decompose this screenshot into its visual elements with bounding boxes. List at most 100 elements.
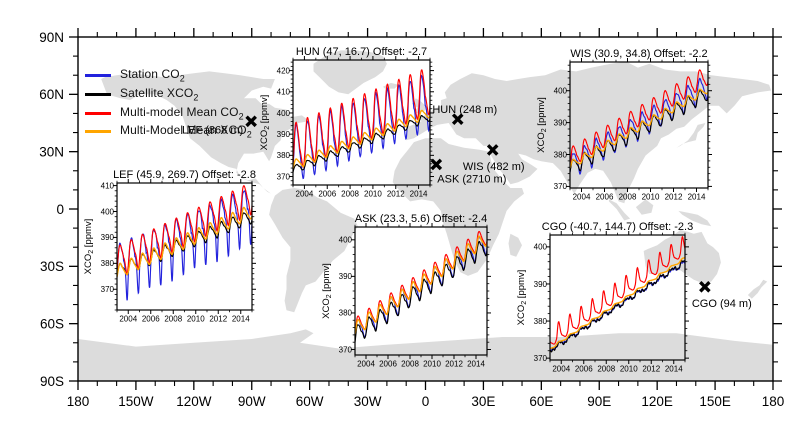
WIS-xtick-label: 2008 xyxy=(619,193,637,202)
CGO-xtick-label: 2004 xyxy=(552,365,570,374)
ASK-xtick-label: 2006 xyxy=(379,360,397,369)
CGO-xtick-label: 2014 xyxy=(665,365,683,374)
map-lat-label: 90S xyxy=(40,374,64,389)
LEF-series-model-xco2 xyxy=(117,206,252,278)
map-lon-label: 120W xyxy=(176,394,212,409)
ASK-ytick-label: 400 xyxy=(339,236,353,245)
map-lon-label: 90W xyxy=(238,394,266,409)
map-lat-label: 90N xyxy=(39,30,64,45)
CGO-series-satellite-xco2 xyxy=(550,259,685,353)
station-x-icon xyxy=(486,144,499,156)
CGO-ytick-label: 390 xyxy=(534,280,548,289)
legend-label: Station CO2 xyxy=(120,66,185,84)
model-xco2-line-swatch xyxy=(85,129,111,133)
HUN-xtick-label: 2004 xyxy=(296,190,314,199)
HUN-xtick-label: 2006 xyxy=(318,190,336,199)
HUN-series-model-xco2 xyxy=(293,109,430,169)
inset-WIS: 370 380 390 400 2004 2006 2008 2010 2012 2014 WIS … xyxy=(536,48,712,202)
legend-label: Satellite XCO2 xyxy=(120,85,199,103)
ASK-ytick-label: 390 xyxy=(339,272,353,281)
HUN-inset-title: HUN (47, 16.7) Offset: -2.7 xyxy=(296,46,427,58)
WIS-series-satellite-xco2 xyxy=(570,89,708,173)
model-co2-line-swatch xyxy=(85,111,111,115)
HUN-xtick-label: 2014 xyxy=(410,190,428,199)
map-lon-label: 150W xyxy=(118,394,154,409)
station-markers: LEF (868 m) HUN (248 m) WIS (482 m)ASK (27… xyxy=(182,104,752,310)
ASK-inset-title: ASK (23.3, 5.6) Offset: -2.4 xyxy=(355,213,487,225)
map-lon-label: 180 xyxy=(67,394,90,409)
map-lat-label: 60N xyxy=(39,87,64,102)
station-x-icon xyxy=(430,158,443,171)
station-co2-line-swatch xyxy=(85,73,111,77)
legend-item-model-xco2: Multi-Model Mean XCO2 xyxy=(85,122,252,140)
map-lon-label: 60W xyxy=(296,394,324,409)
map-lon-label: 60E xyxy=(529,394,553,409)
WIS-series-model-xco2 xyxy=(570,88,708,169)
station-label-LEF: LEF (868 m) xyxy=(182,124,243,136)
ASK-series-model-xco2 xyxy=(355,235,487,335)
station-x-icon xyxy=(245,115,257,128)
HUN-xtick-label: 2012 xyxy=(387,190,405,199)
HUN-ytick-label: 390 xyxy=(277,130,291,139)
WIS-xtick-label: 2010 xyxy=(642,193,660,202)
station-marker-HUN: HUN (248 m) xyxy=(432,104,497,125)
station-marker-CGO: CGO (94 m) xyxy=(692,280,752,310)
WIS-xtick-label: 2004 xyxy=(573,193,591,202)
HUN-ytick-label: 370 xyxy=(277,172,291,181)
satellite-xco2-line-swatch xyxy=(85,92,111,96)
map-lat-label: 0 xyxy=(56,202,64,217)
HUN-xtick-label: 2010 xyxy=(364,190,382,199)
HUN-ytick-label: 420 xyxy=(277,66,291,75)
LEF-xtick-label: 2008 xyxy=(164,315,182,324)
WIS-ytick-label: 380 xyxy=(554,150,568,159)
CGO-ytick-label: 380 xyxy=(534,317,548,326)
map-lon-label: 0 xyxy=(422,394,430,409)
CGO-xtick-label: 2010 xyxy=(620,365,638,374)
WIS-series-model-co2 xyxy=(570,69,708,165)
station-marker-ASK: ASK (2710 m) xyxy=(430,158,506,185)
LEF-xtick-label: 2006 xyxy=(142,315,160,324)
station-x-icon xyxy=(699,280,711,293)
WIS-xtick-label: 2006 xyxy=(596,193,614,202)
LEF-xtick-label: 2014 xyxy=(232,315,250,324)
legend-item-model-co2: Multi-model Mean CO2 xyxy=(85,104,244,122)
HUN-series-satellite-xco2 xyxy=(293,114,430,173)
ASK-series-satellite-xco2 xyxy=(355,241,487,343)
map-lat-label: 60S xyxy=(40,316,64,331)
WIS-ytick-label: 400 xyxy=(554,87,568,96)
legend-label: Multi-model Mean CO2 xyxy=(120,104,244,122)
CGO-xtick-label: 2008 xyxy=(597,365,615,374)
LEF-ytick-label: 400 xyxy=(101,207,115,216)
legend-item-satellite-xco2: Satellite XCO2 xyxy=(85,85,198,103)
CGO-xtick-label: 2006 xyxy=(575,365,593,374)
HUN-ytick-label: 400 xyxy=(277,109,291,118)
WIS-inset-title: WIS (30.9, 34.8) Offset: -2.2 xyxy=(570,48,707,60)
LEF-xtick-label: 2012 xyxy=(209,315,227,324)
ASK-xtick-label: 2004 xyxy=(357,360,375,369)
CGO-ytick-label: 370 xyxy=(534,354,548,363)
HUN-series-model-co2 xyxy=(293,69,430,168)
LEF-ylabel: XCO2 [ppmv] xyxy=(83,219,95,275)
map-lon-label: 30E xyxy=(471,394,495,409)
LEF-ytick-label: 390 xyxy=(101,233,115,242)
inset-HUN: 370 380 390 400 410 420 2004 2006 2008 2010 2012 20… xyxy=(259,46,434,199)
station-marker-WIS: WIS (482 m) xyxy=(463,144,525,173)
WIS-xtick-label: 2014 xyxy=(688,193,706,202)
inset-ASK: 370 380 390 400 2004 2006 2008 2010 2012 2014 ASK … xyxy=(321,213,491,369)
CGO-inset-title: CGO (-40.7, 144.7) Offset: -2.3 xyxy=(542,221,693,233)
ASK-ylabel: XCO2 [ppmv] xyxy=(321,263,333,319)
station-label-ASK: ASK (2710 m) xyxy=(437,173,506,185)
ASK-xtick-label: 2010 xyxy=(423,360,441,369)
station-label-WIS: WIS (482 m) xyxy=(463,161,525,173)
WIS-ytick-label: 370 xyxy=(554,182,568,191)
map-lon-label: 150E xyxy=(699,394,731,409)
ASK-xtick-label: 2014 xyxy=(467,360,485,369)
station-label-CGO: CGO (94 m) xyxy=(692,298,752,310)
map-lat-label: 30N xyxy=(39,144,64,159)
CGO-ytick-label: 400 xyxy=(534,243,548,252)
inset-CGO: 370 380 390 400 2004 2006 2008 2010 2012 2014 CGO … xyxy=(516,221,693,374)
ASK-ytick-label: 380 xyxy=(339,309,353,318)
LEF-ytick-label: 380 xyxy=(101,259,115,268)
